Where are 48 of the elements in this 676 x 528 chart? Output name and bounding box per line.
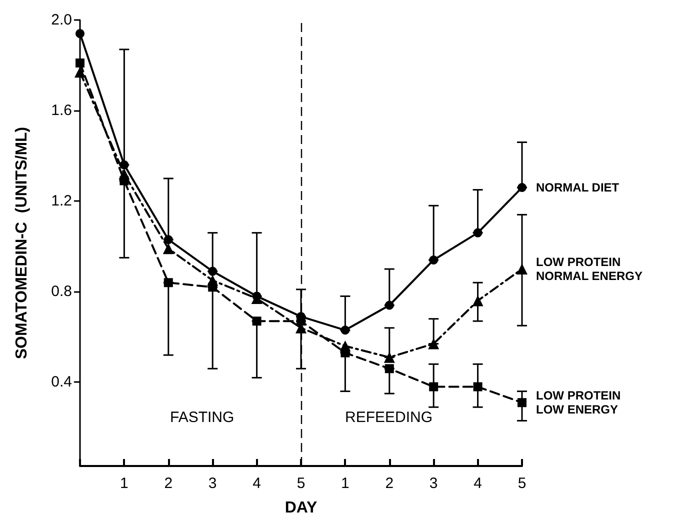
y-tick-label: 1.2 [51,192,72,210]
x-tick-label: 5 [296,475,306,492]
point [252,316,262,326]
point [120,160,129,170]
x-tick-label: 5 [518,475,526,492]
x-tick-label: 4 [252,475,261,492]
point [162,243,174,254]
y-tick-label: 0.4 [51,374,72,391]
point [518,183,526,192]
point [340,348,350,358]
point [76,29,84,38]
point [164,278,173,288]
point [518,398,526,408]
annotation: FASTING [170,409,234,426]
point [429,382,438,392]
x-tick-label: 2 [164,475,173,492]
point [208,266,218,276]
series-label: LOW PROTEIN LOW ENERGY [536,388,621,417]
point [208,282,218,292]
y-tick-label: 1.6 [51,102,72,120]
point [384,352,395,363]
x-tick-label: 2 [385,475,394,492]
point [473,228,482,238]
x-tick-label: 1 [120,475,128,492]
series-label: NORMAL DIET [536,180,620,195]
point [120,176,129,186]
point [428,338,440,350]
annotation: REFEEDING [345,409,433,426]
x-tick-label: 1 [341,475,350,492]
point [473,382,482,392]
series-label: LOW PROTEIN NORMAL ENERGY [536,255,642,284]
point [340,326,350,335]
point [384,300,394,310]
x-tick-label: 4 [474,475,482,492]
point [74,66,86,78]
point [296,316,306,326]
point [76,58,84,68]
y-axis-title: SOMATOMEDIN-C (UNITS/ML) [14,126,30,360]
y-tick-label: 2.0 [51,12,72,28]
x-axis-title: DAY [284,500,318,516]
point [429,255,438,264]
y-tick-label: 0.8 [51,283,72,300]
x-tick-label: 3 [208,475,217,492]
x-tick-label: 3 [429,475,438,492]
point [472,295,484,306]
point [516,264,528,275]
point [164,235,173,244]
point [384,364,394,374]
